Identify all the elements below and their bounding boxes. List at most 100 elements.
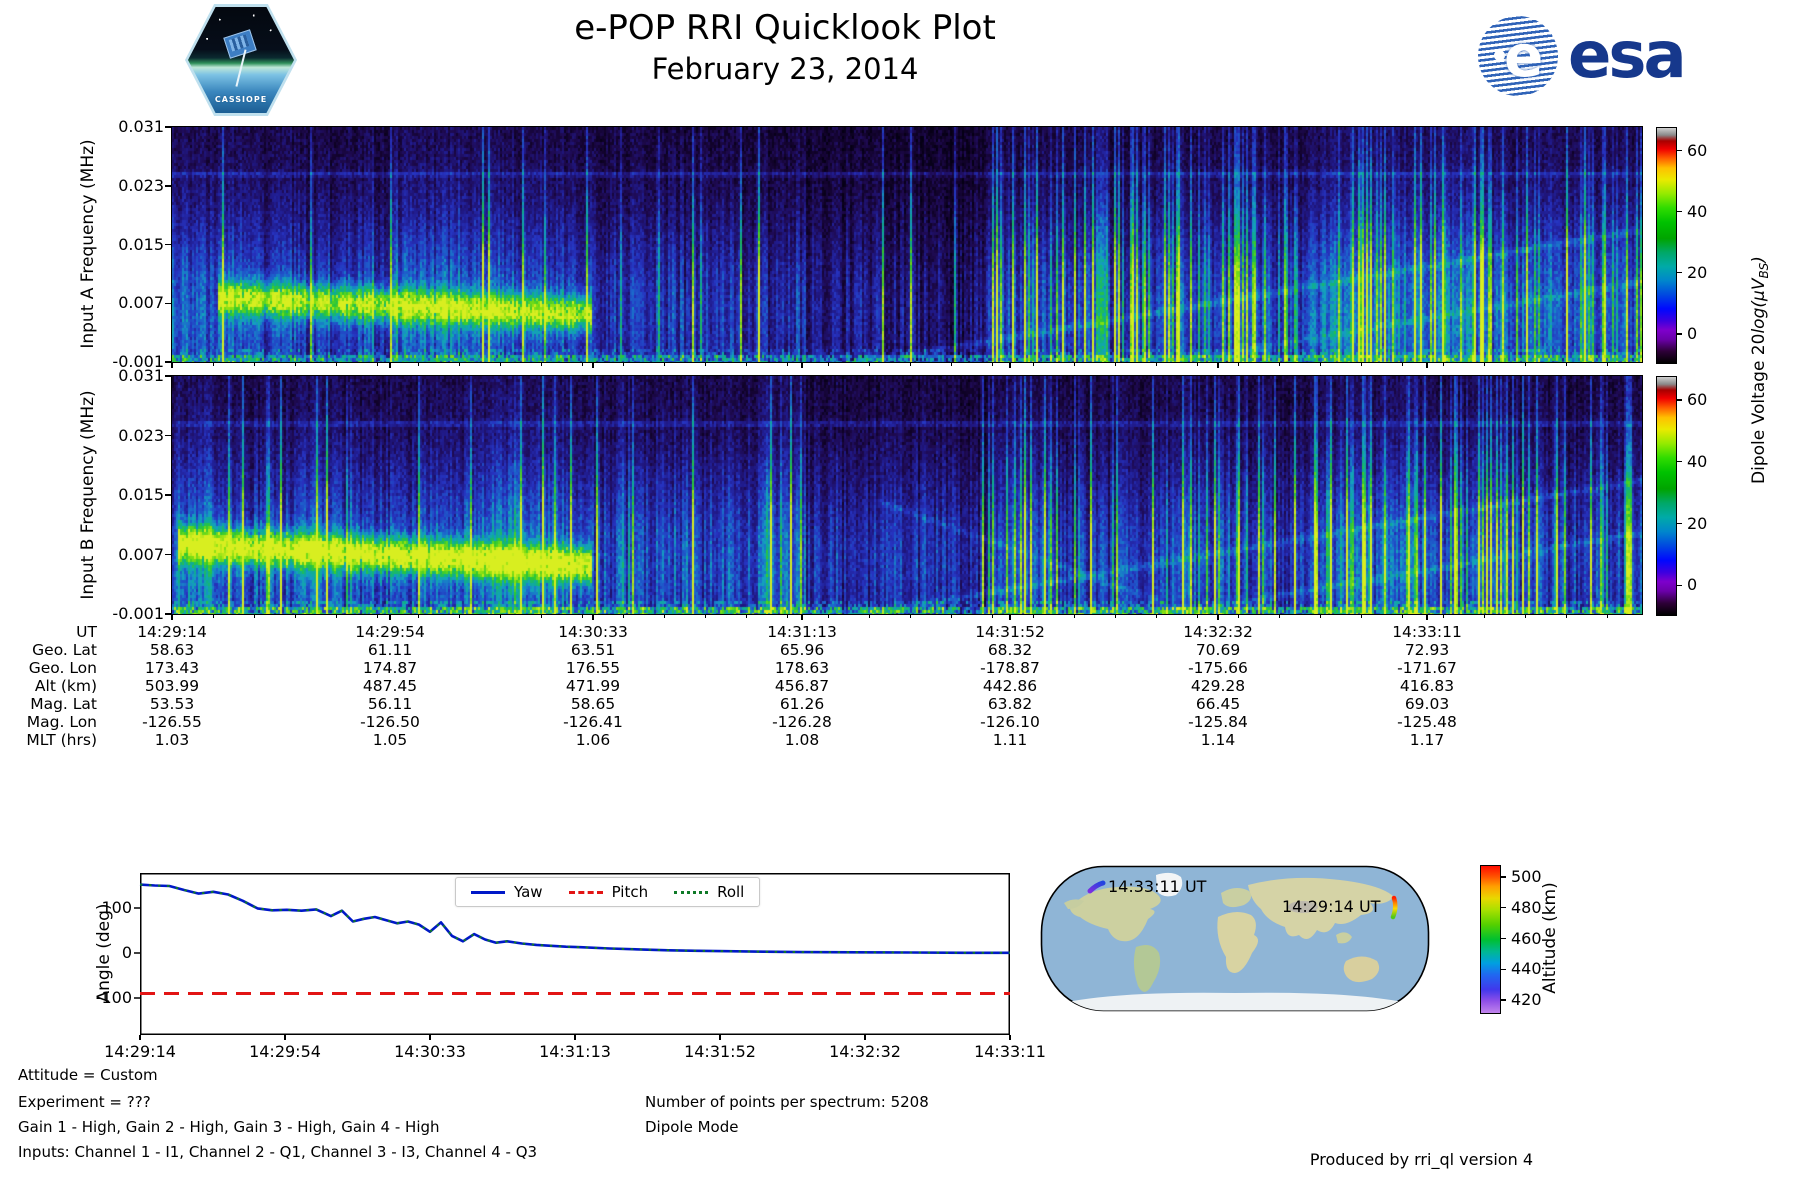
time-minor-tick bbox=[1320, 363, 1321, 366]
time-tick-mark bbox=[592, 615, 594, 620]
time-minor-tick bbox=[951, 363, 952, 366]
table-cell: 1.11 bbox=[992, 731, 1028, 749]
table-cell: 56.11 bbox=[367, 695, 413, 713]
altitude-tick-mark bbox=[1500, 937, 1506, 940]
footer-attitude: Attitude = Custom bbox=[18, 1066, 158, 1084]
time-minor-tick bbox=[1279, 363, 1280, 366]
table-cell: 174.87 bbox=[362, 659, 418, 677]
time-minor-tick bbox=[1033, 615, 1034, 618]
time-minor-tick bbox=[213, 615, 214, 618]
time-minor-tick bbox=[377, 615, 378, 618]
time-minor-tick bbox=[1566, 363, 1567, 366]
freq-tick-label: 0.007 bbox=[118, 293, 164, 313]
legend-label-roll: Roll bbox=[717, 883, 745, 901]
dipole-colorbar-label-sub: BS bbox=[1757, 262, 1772, 279]
table-cell: 61.11 bbox=[367, 641, 413, 659]
time-minor-tick bbox=[1238, 363, 1239, 366]
time-minor-tick bbox=[746, 363, 747, 366]
table-cell: -178.87 bbox=[980, 659, 1040, 677]
time-minor-tick bbox=[295, 615, 296, 618]
time-minor-tick bbox=[541, 615, 542, 618]
freq-tick-mark bbox=[165, 126, 172, 128]
time-tick-mark bbox=[389, 615, 391, 620]
attitude-angle-plot bbox=[134, 873, 1010, 1035]
table-cell: 1.06 bbox=[575, 731, 611, 749]
time-tick-mark bbox=[1217, 363, 1219, 368]
table-cell: -175.66 bbox=[1188, 659, 1248, 677]
time-minor-tick bbox=[1033, 363, 1034, 366]
altitude-tick-mark bbox=[1500, 999, 1506, 1001]
time-minor-tick bbox=[1197, 615, 1198, 618]
time-minor-tick bbox=[705, 363, 706, 366]
time-tick-mark bbox=[801, 615, 803, 620]
freq-tick-label: 0.015 bbox=[118, 485, 164, 504]
colorbar-tick-mark bbox=[1676, 460, 1682, 463]
table-row-label: MLT (hrs) bbox=[26, 731, 97, 749]
time-minor-tick bbox=[828, 615, 829, 618]
cassiope-logo-art: CASSIOPE bbox=[188, 7, 294, 113]
colorbar-tick-label: 60 bbox=[1687, 140, 1708, 160]
table-cell: 442.86 bbox=[982, 677, 1038, 695]
map-start-time-label: 14:29:14 UT bbox=[1282, 897, 1381, 916]
table-cell: 14:32:32 bbox=[1183, 623, 1253, 641]
table-row-label: Mag. Lon bbox=[26, 713, 97, 731]
footer-gains: Gain 1 - High, Gain 2 - High, Gain 3 - H… bbox=[18, 1118, 440, 1136]
time-minor-tick bbox=[787, 363, 788, 366]
time-minor-tick bbox=[910, 615, 911, 618]
table-cell: 68.32 bbox=[987, 641, 1033, 659]
colorbar-tick-label: 0 bbox=[1687, 575, 1698, 595]
time-minor-tick bbox=[623, 615, 624, 618]
table-row-label: Geo. Lon bbox=[28, 659, 97, 677]
angle-legend: Yaw Pitch Roll bbox=[455, 877, 761, 907]
time-minor-tick bbox=[1197, 363, 1198, 366]
colorbar-tick-mark bbox=[1676, 333, 1682, 335]
freq-tick-label: 0.031 bbox=[118, 366, 164, 385]
cassiope-logo: CASSIOPE bbox=[185, 4, 297, 116]
angle-x-tick-mark bbox=[719, 1035, 721, 1040]
angle-x-tick-mark bbox=[429, 1035, 431, 1040]
legend-item-yaw: Yaw bbox=[471, 883, 543, 901]
altitude-tick-label: 440 bbox=[1511, 959, 1542, 979]
table-cell: 14:30:33 bbox=[558, 623, 628, 641]
freq-tick-label: -0.001 bbox=[112, 604, 164, 623]
time-minor-tick bbox=[1443, 615, 1444, 618]
table-cell: 66.45 bbox=[1195, 695, 1241, 713]
map-continents bbox=[1062, 872, 1408, 1011]
freq-tick-mark bbox=[165, 494, 172, 496]
table-cell: 456.87 bbox=[774, 677, 830, 695]
table-cell: -171.67 bbox=[1397, 659, 1457, 677]
angle-y-tick-label: 0 bbox=[121, 943, 132, 962]
time-minor-tick bbox=[746, 615, 747, 618]
colorbar-tick-mark bbox=[1676, 149, 1682, 152]
time-minor-tick bbox=[1074, 363, 1075, 366]
table-cell: -126.41 bbox=[563, 713, 623, 731]
angle-x-tick-label: 14:33:11 bbox=[974, 1042, 1046, 1061]
angle-x-tick-mark bbox=[284, 1035, 286, 1040]
colorbar-tick-label: 60 bbox=[1687, 389, 1708, 409]
freq-tick-mark bbox=[165, 613, 172, 615]
time-minor-tick bbox=[254, 363, 255, 366]
table-cell: 1.14 bbox=[1200, 731, 1236, 749]
esa-wordmark: esa bbox=[1568, 19, 1687, 93]
freq-tick-mark bbox=[165, 361, 172, 363]
table-cell: 1.05 bbox=[372, 731, 408, 749]
table-cell: 14:31:52 bbox=[975, 623, 1045, 641]
page-subtitle: February 23, 2014 bbox=[651, 52, 919, 86]
colorbar-tick-mark bbox=[1676, 584, 1682, 587]
angle-x-tick-label: 14:32:32 bbox=[829, 1042, 901, 1061]
colorbar-tick-mark bbox=[1676, 522, 1682, 525]
dipole-colorbar-label-prefix: Dipole Voltage 20 bbox=[1748, 333, 1769, 484]
table-cell: -126.55 bbox=[142, 713, 202, 731]
time-tick-mark bbox=[801, 363, 803, 368]
time-minor-tick bbox=[541, 363, 542, 366]
legend-item-roll: Roll bbox=[674, 883, 744, 901]
time-minor-tick bbox=[1115, 363, 1116, 366]
freq-tick-label: 0.031 bbox=[118, 117, 164, 136]
table-cell: 63.82 bbox=[987, 695, 1033, 713]
map-end-time-label: 14:33:11 UT bbox=[1108, 877, 1207, 896]
altitude-tick-label: 460 bbox=[1511, 928, 1542, 948]
footer-points-per-spectrum: Number of points per spectrum: 5208 bbox=[645, 1093, 929, 1111]
time-minor-tick bbox=[664, 363, 665, 366]
time-minor-tick bbox=[1238, 615, 1239, 618]
time-minor-tick bbox=[869, 615, 870, 618]
